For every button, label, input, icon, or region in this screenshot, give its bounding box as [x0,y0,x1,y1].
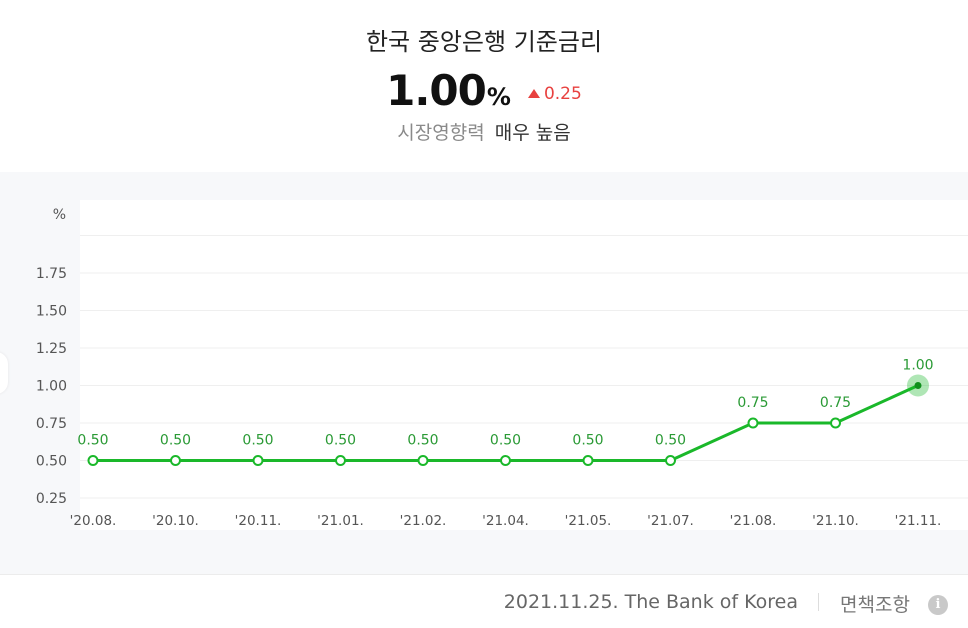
source-text: 2021.11.25. The Bank of Korea [503,591,798,613]
data-point [170,455,181,466]
x-tick-label: '21.07. [647,513,694,529]
rate-row: 1.00% 0.25 [0,66,968,115]
y-tick-label: 0.75 [36,416,67,432]
rate-change: 0.25 [527,84,582,104]
y-tick-label: 0.50 [36,454,67,470]
rate-line-chart: % 0.250.500.751.001.251.501.75 '20.08. '2… [36,200,968,530]
influence-label: 시장영향력 [397,122,485,144]
data-point [500,455,511,466]
highlight-point [914,382,922,389]
x-tick-label: '21.08. [730,513,777,529]
info-icon[interactable]: i [928,595,948,615]
y-tick-label: 1.25 [36,341,67,357]
data-label: 0.50 [490,433,521,449]
plot-background [80,200,968,530]
footer: 2021.11.25. The Bank of Korea 면책조항 i [0,574,968,628]
x-tick-label: '20.10. [152,513,199,529]
data-label: 0.50 [242,433,273,449]
data-point [582,455,594,466]
data-label: 0.50 [77,433,108,449]
disclaimer-link[interactable]: 면책조항 [840,594,910,616]
data-label: 0.50 [325,433,356,449]
y-tick-label: 1.00 [36,379,67,395]
x-tick-label: '20.11. [235,513,282,529]
data-label: 1.00 [902,358,933,374]
data-point [87,455,99,466]
up-triangle-icon [527,89,540,98]
x-tick-label: '20.08. [70,513,117,529]
data-labels: 0.50 0.50 0.50 0.50 0.50 0.50 0.50 0.50 0.75 0.75… [77,358,933,449]
y-axis-unit: % [53,207,66,223]
rate-change-value: 0.25 [543,84,582,104]
data-point [252,455,264,466]
data-label: 0.50 [572,433,603,449]
influence-value: 매우 높음 [494,122,571,144]
y-axis-ticks: 0.25 0.50 0.75 1.00 1.25 1.50 1.75 [36,266,67,507]
current-rate: 1.00 [386,66,487,115]
x-tick-label: '21.01. [317,513,364,529]
x-axis-ticks: '20.08. '20.10. '20.11. '21.01. '21.02. '21.0… [70,513,942,529]
x-tick-label: '21.04. [482,513,529,529]
y-tick-label: 1.75 [36,266,67,282]
chart-area: % 0.25 0.50 0.75 1.00 1.25 1.50 1.75 '20.08. '2… [0,172,968,574]
scroll-left-handle[interactable] [0,352,8,394]
rate-header: 한국 중앙은행 기준금리 1.00% 0.25 시장영향력 매우 높음 [0,0,968,172]
data-label: 0.75 [820,395,851,411]
data-points [87,374,929,466]
data-point [747,417,759,429]
data-label: 0.75 [737,395,768,411]
x-tick-label: '21.10. [812,513,859,529]
x-tick-label: '21.11. [895,513,942,529]
rate-unit: % [486,83,511,111]
data-point [830,417,841,429]
data-point [665,455,676,466]
footer-divider [818,593,819,611]
y-tick-label: 0.25 [36,491,67,507]
market-influence: 시장영향력 매우 높음 [0,118,968,145]
x-tick-label: '21.02. [400,513,447,529]
data-label: 0.50 [655,433,686,449]
x-tick-label: '21.05. [565,513,612,529]
data-label: 0.50 [407,433,438,449]
y-tick-label: 1.50 [36,304,67,320]
page-title: 한국 중앙은행 기준금리 [365,28,603,56]
data-point [417,455,429,466]
data-point [335,455,346,466]
data-label: 0.50 [160,433,191,449]
